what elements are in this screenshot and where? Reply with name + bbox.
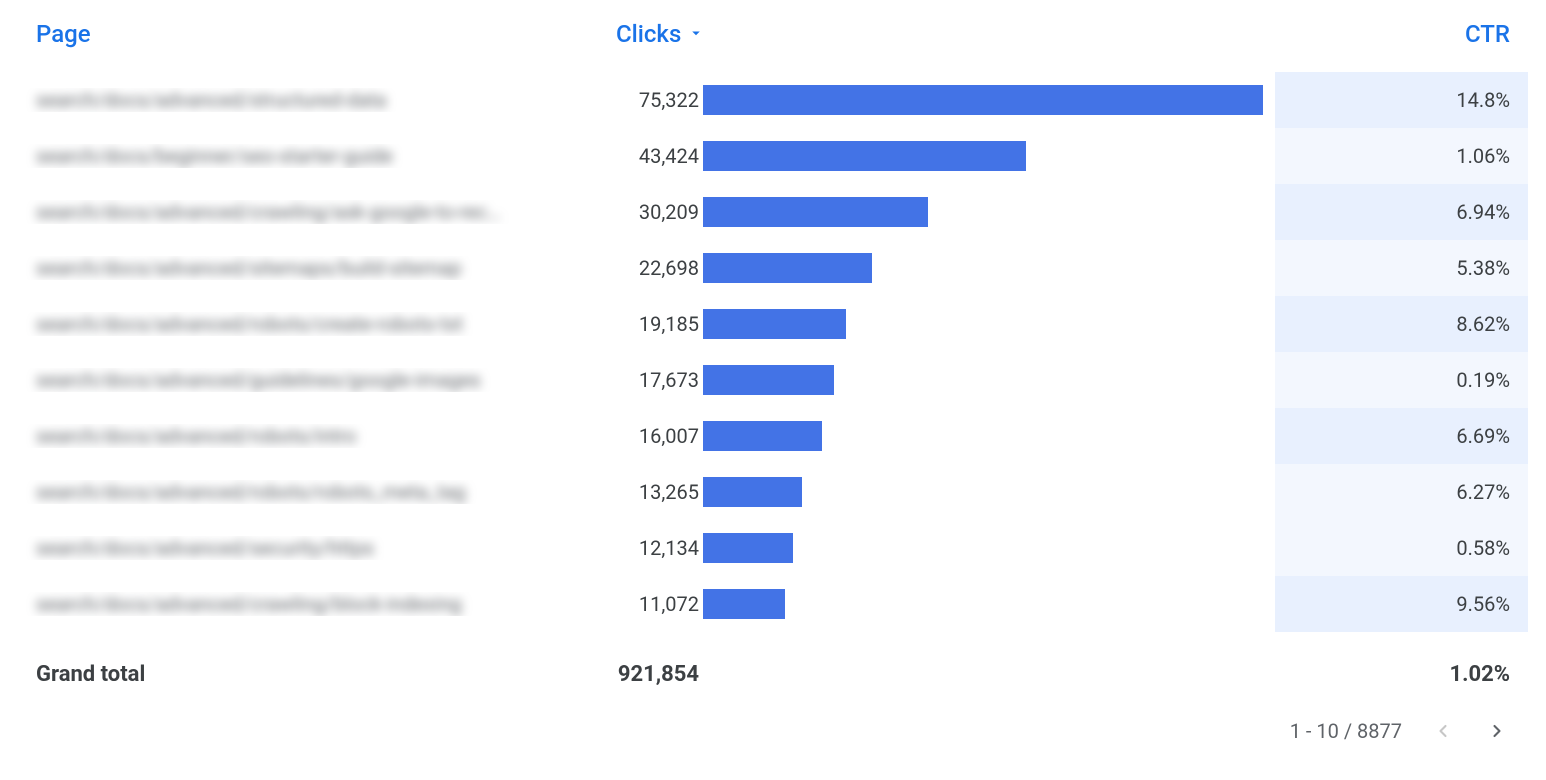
column-header-page[interactable]: Page (36, 20, 616, 48)
table-body: search/docs/advanced/structured-data 75,3… (18, 72, 1528, 632)
clicks-bar-fill (703, 197, 928, 227)
clicks-bar-track (703, 365, 1263, 395)
clicks-bar-fill (703, 253, 872, 283)
pagination-range: 1 - 10 / 8877 (1290, 719, 1402, 743)
grand-total-row: Grand total 921,854 1.02% (18, 642, 1528, 706)
clicks-cell: 75,322 (598, 85, 1263, 115)
ctr-cell: 9.56% (1275, 576, 1528, 632)
page-path-text: search/docs/advanced/crawling/ask-google… (36, 200, 501, 224)
page-path-text: search/docs/advanced/security/https (36, 536, 374, 560)
clicks-cell: 16,007 (598, 421, 1263, 451)
clicks-value: 30,209 (598, 200, 703, 224)
pagination: 1 - 10 / 8877 (18, 706, 1528, 744)
clicks-bar-fill (703, 309, 846, 339)
page-path-text: search/docs/advanced/robots/robots_meta_… (36, 480, 466, 504)
clicks-value: 13,265 (598, 480, 703, 504)
clicks-bar-fill (703, 533, 793, 563)
clicks-bar-track (703, 477, 1263, 507)
table-row[interactable]: search/docs/beginner/seo-starter-guide 43… (18, 128, 1528, 184)
clicks-bar-fill (703, 589, 785, 619)
grand-total-ctr: 1.02% (1275, 642, 1528, 706)
clicks-bar-track (703, 309, 1263, 339)
clicks-value: 75,322 (598, 88, 703, 112)
table-row[interactable]: search/docs/advanced/guidelines/google-i… (18, 352, 1528, 408)
page-cell: search/docs/advanced/robots/robots_meta_… (18, 480, 598, 504)
page-cell: search/docs/advanced/security/https (18, 536, 598, 560)
clicks-bar-track (703, 533, 1263, 563)
clicks-bar-fill (703, 85, 1263, 115)
ctr-cell: 6.94% (1275, 184, 1528, 240)
clicks-cell: 12,134 (598, 533, 1263, 563)
clicks-cell: 17,673 (598, 365, 1263, 395)
page-path-text: search/docs/advanced/guidelines/google-i… (36, 368, 481, 392)
clicks-bar-fill (703, 141, 1026, 171)
ctr-cell: 6.27% (1275, 464, 1528, 520)
page-path-text: search/docs/advanced/crawling/block-inde… (36, 592, 462, 616)
page-path-text: search/docs/advanced/sitemaps/build-site… (36, 256, 461, 280)
table-row[interactable]: search/docs/advanced/crawling/ask-google… (18, 184, 1528, 240)
table-row[interactable]: search/docs/advanced/robots/create-robot… (18, 296, 1528, 352)
table-row[interactable]: search/docs/advanced/robots/intro 16,007 6… (18, 408, 1528, 464)
clicks-bar-track (703, 421, 1263, 451)
page-path-text: search/docs/advanced/robots/create-robot… (36, 312, 463, 336)
ctr-cell: 1.06% (1275, 128, 1528, 184)
clicks-bar-track (703, 85, 1263, 115)
table-row[interactable]: search/docs/advanced/structured-data 75,3… (18, 72, 1528, 128)
page-cell: search/docs/advanced/crawling/ask-google… (18, 200, 598, 224)
clicks-bar-track (703, 141, 1263, 171)
clicks-value: 12,134 (598, 536, 703, 560)
table-row[interactable]: search/docs/advanced/crawling/block-inde… (18, 576, 1528, 632)
clicks-value: 11,072 (598, 592, 703, 616)
ctr-cell: 0.58% (1275, 520, 1528, 576)
sort-desc-icon (687, 20, 705, 48)
clicks-cell: 30,209 (598, 197, 1263, 227)
ctr-cell: 0.19% (1275, 352, 1528, 408)
page-cell: search/docs/advanced/structured-data (18, 88, 598, 112)
ctr-cell: 6.69% (1275, 408, 1528, 464)
table-row[interactable]: search/docs/advanced/robots/robots_meta_… (18, 464, 1528, 520)
clicks-value: 43,424 (598, 144, 703, 168)
column-header-ctr[interactable]: CTR (1281, 20, 1528, 48)
page-path-text: search/docs/beginner/seo-starter-guide (36, 144, 393, 168)
prev-page-button[interactable] (1430, 718, 1456, 744)
clicks-cell: 19,185 (598, 309, 1263, 339)
clicks-value: 16,007 (598, 424, 703, 448)
page-path-text: search/docs/advanced/structured-data (36, 88, 386, 112)
clicks-value: 17,673 (598, 368, 703, 392)
clicks-cell: 13,265 (598, 477, 1263, 507)
grand-total-label: Grand total (18, 662, 598, 687)
clicks-bar-fill (703, 421, 822, 451)
clicks-cell: 11,072 (598, 589, 1263, 619)
column-header-clicks-label: Clicks (616, 20, 681, 48)
page-cell: search/docs/advanced/robots/create-robot… (18, 312, 598, 336)
next-page-button[interactable] (1484, 718, 1510, 744)
clicks-cell: 22,698 (598, 253, 1263, 283)
analytics-table: Page Clicks CTR search/docs/advanced/str… (18, 20, 1528, 744)
grand-total-clicks: 921,854 (598, 662, 703, 687)
table-header-row: Page Clicks CTR (18, 20, 1528, 72)
page-cell: search/docs/beginner/seo-starter-guide (18, 144, 598, 168)
page-cell: search/docs/advanced/crawling/block-inde… (18, 592, 598, 616)
clicks-bar-track (703, 197, 1263, 227)
ctr-cell: 8.62% (1275, 296, 1528, 352)
page-cell: search/docs/advanced/sitemaps/build-site… (18, 256, 598, 280)
clicks-bar-fill (703, 365, 834, 395)
clicks-value: 19,185 (598, 312, 703, 336)
clicks-bar-track (703, 253, 1263, 283)
page-cell: search/docs/advanced/guidelines/google-i… (18, 368, 598, 392)
page-cell: search/docs/advanced/robots/intro (18, 424, 598, 448)
ctr-cell: 14.8% (1275, 72, 1528, 128)
column-header-clicks[interactable]: Clicks (616, 20, 1281, 48)
ctr-cell: 5.38% (1275, 240, 1528, 296)
table-row[interactable]: search/docs/advanced/security/https 12,13… (18, 520, 1528, 576)
page-path-text: search/docs/advanced/robots/intro (36, 424, 356, 448)
clicks-bar-track (703, 589, 1263, 619)
clicks-bar-fill (703, 477, 802, 507)
table-row[interactable]: search/docs/advanced/sitemaps/build-site… (18, 240, 1528, 296)
clicks-cell: 43,424 (598, 141, 1263, 171)
clicks-value: 22,698 (598, 256, 703, 280)
